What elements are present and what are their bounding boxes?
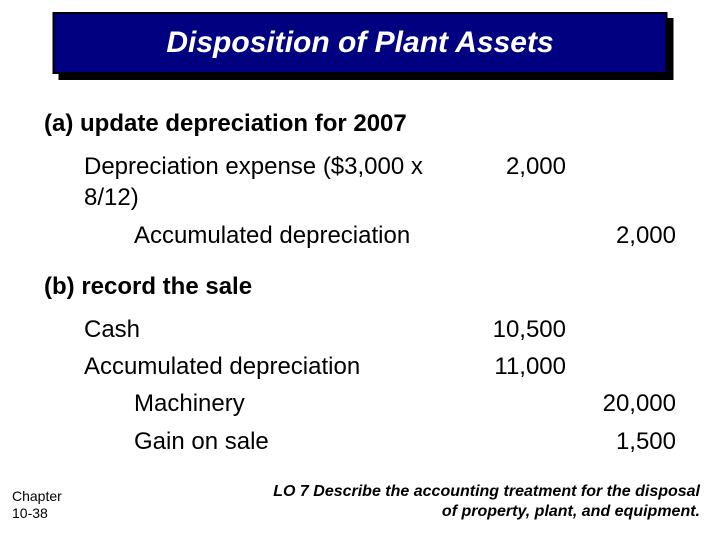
entry-row: Accumulated depreciation 11,000 xyxy=(44,351,676,382)
chapter-line1: Chapter xyxy=(12,488,62,505)
section-a-heading: (a) update depreciation for 2007 xyxy=(44,108,676,139)
debit-amount: 2,000 xyxy=(466,151,566,182)
section-b-heading: (b) record the sale xyxy=(44,271,676,302)
title-text: Disposition of Plant Assets xyxy=(166,26,553,60)
title-box: Disposition of Plant Assets xyxy=(53,12,668,74)
debit-amount: 11,000 xyxy=(466,351,566,382)
entry-label: Gain on sale xyxy=(134,426,466,457)
title-banner: Disposition of Plant Assets xyxy=(53,12,668,74)
entry-row: Accumulated depreciation 2,000 xyxy=(44,220,676,251)
entry-row: Gain on sale 1,500 xyxy=(44,426,676,457)
entry-row: Cash 10,500 xyxy=(44,314,676,345)
credit-amount: 2,000 xyxy=(566,220,676,251)
entry-label: Depreciation expense ($3,000 x 8/12) xyxy=(84,151,466,213)
entry-label: Machinery xyxy=(134,388,466,419)
body-content: (a) update depreciation for 2007 Depreci… xyxy=(44,108,676,463)
slide: Disposition of Plant Assets (a) update d… xyxy=(0,0,720,540)
entry-label: Cash xyxy=(84,314,466,345)
credit-amount: 20,000 xyxy=(566,388,676,419)
debit-amount: 10,500 xyxy=(466,314,566,345)
spacer xyxy=(44,257,676,271)
entry-row: Machinery 20,000 xyxy=(44,388,676,419)
chapter-line2: 10-38 xyxy=(12,505,62,522)
entry-row: Depreciation expense ($3,000 x 8/12) 2,0… xyxy=(44,151,676,213)
chapter-reference: Chapter 10-38 xyxy=(12,488,62,522)
learning-objective: LO 7 Describe the accounting treatment f… xyxy=(270,482,700,522)
entry-label: Accumulated depreciation xyxy=(134,220,466,251)
credit-amount: 1,500 xyxy=(566,426,676,457)
entry-label: Accumulated depreciation xyxy=(84,351,466,382)
